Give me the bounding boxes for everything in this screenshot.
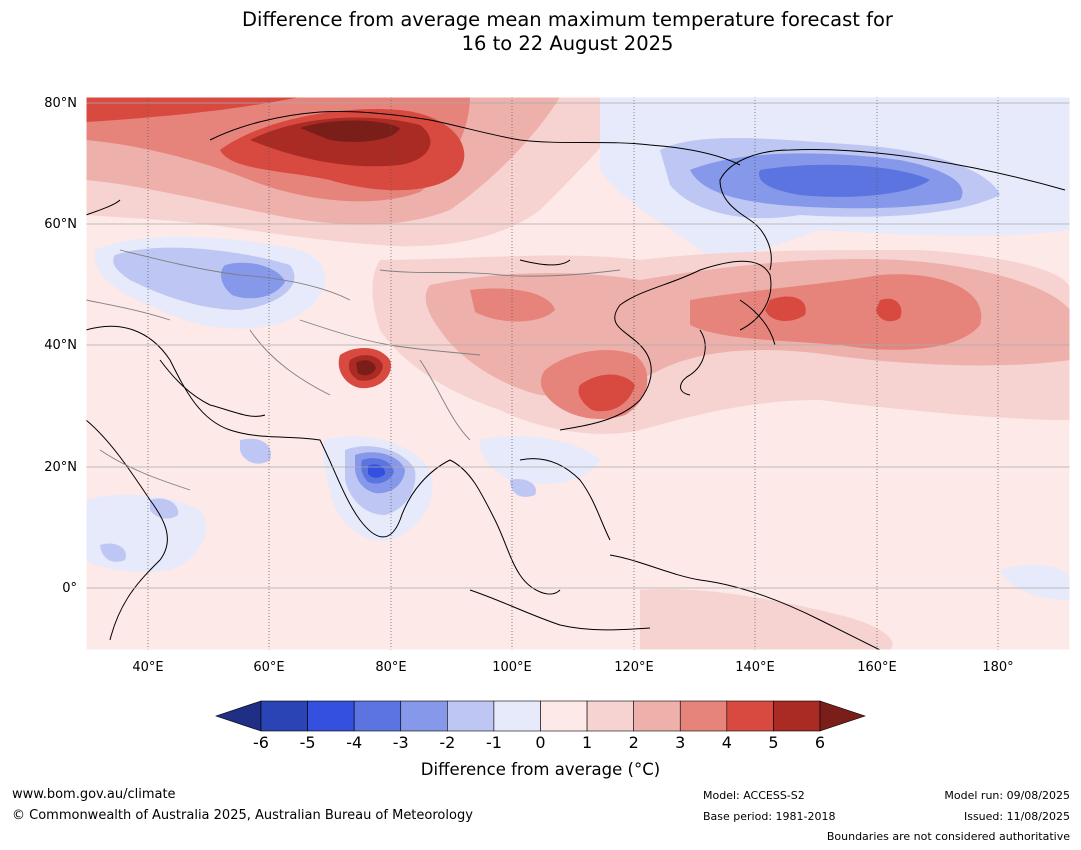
longitude-label: 60°E: [253, 660, 284, 675]
colorbar-segment: [353, 700, 402, 732]
longitude-labels: 40°E 60°E 80°E 100°E 120°E 140°E 160°E 180°: [132, 660, 1013, 675]
colorbar-segment: [447, 700, 495, 732]
colorbar-label: Difference from average (°C): [420, 760, 661, 779]
longitude-label: 40°E: [132, 660, 163, 675]
map-title: Difference from average mean maximum tem…: [0, 8, 1081, 56]
title-line-1: Difference from average mean maximum tem…: [242, 8, 893, 31]
colorbar-tick-label: 1: [582, 733, 592, 752]
disclaimer: Boundaries are not considered authoritat…: [826, 830, 1070, 843]
colorbar-tick-label: 5: [768, 733, 778, 752]
latitude-label: 40°N: [44, 338, 77, 353]
colorbar-segment: [633, 700, 681, 732]
colorbar-tick-label: 0: [535, 733, 545, 752]
base-period: Base period: 1981-2018: [703, 810, 836, 823]
colorbar-tick-label: 4: [722, 733, 732, 752]
latitude-label: 20°N: [44, 460, 77, 475]
country-boundaries: [86, 249, 621, 491]
latitude-label: 80°N: [44, 96, 77, 111]
anomaly-field: [86, 97, 1070, 650]
colorbar-tick-label: -4: [346, 733, 362, 752]
colorbar-segment: [493, 700, 541, 732]
model-name: Model: ACCESS-S2: [703, 789, 805, 802]
model-run: Model run: 09/08/2025: [944, 789, 1070, 802]
colorbar-segment: [307, 700, 355, 732]
colorbar-tick-label: -6: [253, 733, 269, 752]
longitude-label: 180°: [982, 660, 1013, 675]
coastlines: [86, 111, 1066, 650]
gridlines: [86, 97, 1070, 650]
latitude-label: 0°: [62, 581, 77, 596]
colorbar-tick-label: 3: [675, 733, 685, 752]
colorbar-tick-label: -1: [486, 733, 502, 752]
colorbar-segment: [773, 700, 821, 732]
longitude-label: 140°E: [735, 660, 775, 675]
colorbar-segment: [586, 700, 634, 732]
longitude-label: 80°E: [375, 660, 406, 675]
copyright: © Commonwealth of Australia 2025, Austra…: [12, 808, 473, 823]
colorbar-tick-label: -3: [393, 733, 409, 752]
colorbar-tick-label: 2: [629, 733, 639, 752]
website-link[interactable]: www.bom.gov.au/climate: [12, 787, 176, 802]
longitude-label: 120°E: [614, 660, 654, 675]
colorbar-tick-label: 6: [815, 733, 825, 752]
colorbar-segment: [400, 700, 448, 732]
colorbar: [215, 700, 866, 732]
map-frame: [85, 96, 1071, 651]
longitude-label: 100°E: [492, 660, 532, 675]
colorbar-segment: [260, 700, 308, 732]
colorbar-segment: [679, 700, 728, 732]
colorbar-ticks: -6 -5 -4 -3 -2 -1 0 1 2 3 4 5 6: [253, 733, 825, 752]
colorbar-tick-label: -5: [300, 733, 316, 752]
colorbar-segment: [726, 700, 774, 732]
latitude-label: 60°N: [44, 217, 77, 232]
colorbar-extend-high: [819, 700, 866, 732]
colorbar-segment: [540, 700, 588, 732]
colorbar-tick-label: -2: [439, 733, 455, 752]
issued-date: Issued: 11/08/2025: [963, 810, 1070, 823]
latitude-labels: 80°N 60°N 40°N 20°N 0°: [44, 96, 77, 596]
longitude-label: 160°E: [857, 660, 897, 675]
colorbar-extend-low: [215, 700, 262, 732]
title-line-2: 16 to 22 August 2025: [461, 32, 674, 55]
